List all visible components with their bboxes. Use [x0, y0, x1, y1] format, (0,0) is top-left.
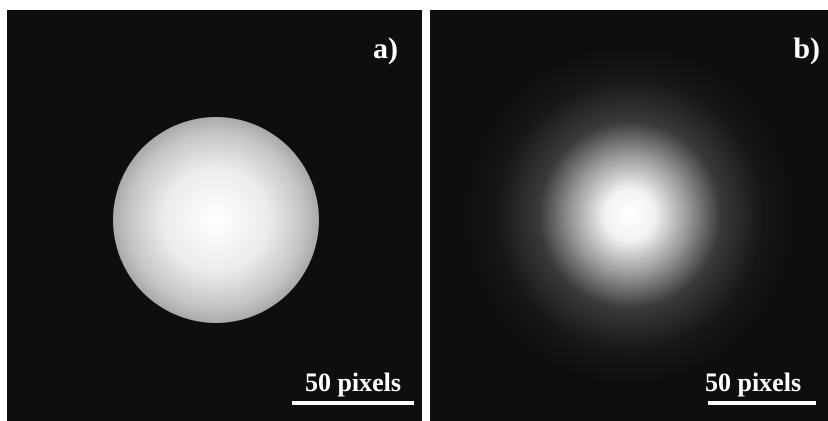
uniform-disk: [113, 117, 319, 323]
scale-bar: [708, 401, 816, 405]
panel-b: b) 50 pixels: [430, 10, 828, 421]
panel-a: a) 50 pixels: [7, 10, 422, 421]
gaussian-blob: [465, 45, 795, 385]
scale-bar-label: 50 pixels: [705, 368, 801, 397]
scale-bar: [292, 401, 414, 405]
panel-label: a): [373, 32, 398, 65]
scale-bar-label: 50 pixels: [305, 368, 401, 397]
panel-label: b): [793, 32, 820, 65]
figure: a) 50 pixels b) 50 pixels: [0, 0, 828, 421]
